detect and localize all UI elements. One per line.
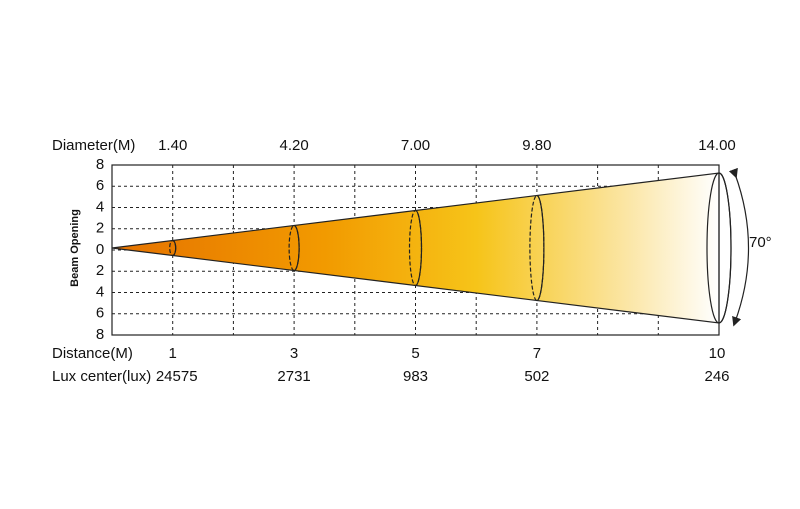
distance-value: 3 (290, 345, 298, 362)
lux-value: 983 (403, 368, 428, 385)
diameter-value: 14.00 (698, 137, 736, 154)
diameter-value: 1.40 (158, 137, 187, 154)
beam-section-front (415, 209, 423, 287)
beam-section-front (172, 239, 177, 257)
diameter-label: Diameter(M) (52, 137, 135, 154)
diameter-value: 9.80 (522, 137, 551, 154)
y-tick-label: 6 (96, 177, 104, 194)
angle-arc (728, 167, 750, 327)
lux-value: 2731 (277, 368, 310, 385)
distance-label: Distance(M) (52, 345, 133, 362)
lux-label: Lux center(lux) (52, 368, 151, 385)
diameter-value: 7.00 (401, 137, 430, 154)
lux-value: 502 (524, 368, 549, 385)
y-tick-label: 2 (96, 262, 104, 279)
beam-section-front (293, 224, 300, 272)
distance-value: 10 (709, 345, 726, 362)
distance-value: 7 (533, 345, 541, 362)
y-tick-label: 6 (96, 305, 104, 322)
distance-value: 1 (169, 345, 177, 362)
lux-value: 246 (704, 368, 729, 385)
y-tick-label: 0 (96, 241, 104, 258)
axis-label: Beam Opening (69, 209, 81, 287)
angle-label: 70° (749, 234, 772, 251)
distance-value: 5 (411, 345, 419, 362)
beam-section-front (718, 172, 732, 324)
y-tick-label: 4 (96, 283, 104, 300)
y-tick-label: 8 (96, 326, 104, 343)
lux-value: 24575 (156, 368, 198, 385)
y-tick-label: 4 (96, 198, 104, 215)
y-tick-label: 8 (96, 156, 104, 173)
frame (111, 164, 720, 336)
diameter-value: 4.20 (279, 137, 308, 154)
labels: 8642024681.401245754.20327317.0059839.80… (96, 137, 736, 385)
beam-section-front (536, 194, 545, 302)
y-tick-label: 2 (96, 220, 104, 237)
